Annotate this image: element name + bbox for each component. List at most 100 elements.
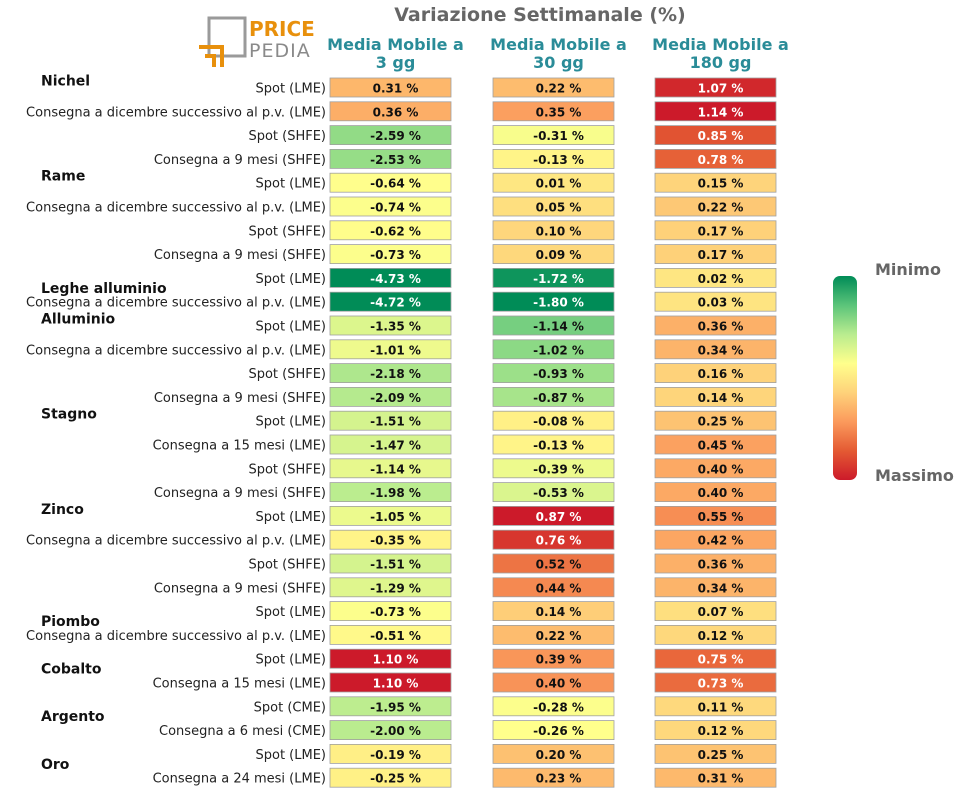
heatmap-cells: 0.31 % 0.22 % 1.07 % 0.36 % 0.35 % 1.14 % -2.5… xyxy=(329,77,777,788)
row-label: Spot (LME) xyxy=(255,415,326,430)
heatmap-cell xyxy=(654,220,777,241)
cell-value: 0.07 % xyxy=(698,605,744,619)
heatmap-cell xyxy=(654,672,777,693)
row-label: Spot (SHFE) xyxy=(248,129,326,144)
heatmap-cell xyxy=(654,148,777,169)
heatmap-cell xyxy=(492,363,615,384)
cell-value: 0.31 % xyxy=(373,82,419,96)
heatmap-cell xyxy=(329,458,452,479)
cell-value: 0.22 % xyxy=(536,629,582,643)
group-label: Nichel xyxy=(41,74,90,90)
row-label: Consegna a dicembre successivo al p.v. (… xyxy=(26,296,326,311)
heatmap-cell xyxy=(329,101,452,122)
heatmap-cell xyxy=(492,291,615,312)
heatmap-cell xyxy=(329,410,452,431)
cell-value: 0.55 % xyxy=(698,510,744,524)
group-label: Rame xyxy=(41,169,85,185)
cell-value: 0.17 % xyxy=(698,224,744,238)
column-header: Media Mobile a xyxy=(327,35,464,54)
cell-value: 0.16 % xyxy=(698,367,744,381)
row-label: Spot (LME) xyxy=(255,653,326,668)
cell-value: 0.75 % xyxy=(698,653,744,667)
heatmap-cell xyxy=(654,434,777,455)
cell-value: -0.39 % xyxy=(533,462,584,476)
row-label: Spot (SHFE) xyxy=(248,462,326,477)
heatmap-cell xyxy=(654,101,777,122)
heatmap-cell xyxy=(329,77,452,98)
heatmap-cell xyxy=(492,458,615,479)
row-label: Spot (SHFE) xyxy=(248,558,326,573)
row-label: Consegna a 15 mesi (LME) xyxy=(153,439,326,454)
row-label: Spot (LME) xyxy=(255,320,326,335)
row-label: Spot (SHFE) xyxy=(248,224,326,239)
heatmap-cell xyxy=(329,601,452,621)
heatmap-cell xyxy=(329,220,452,241)
heatmap-cell xyxy=(492,315,615,336)
heatmap-cell xyxy=(329,386,452,407)
heatmap-cell xyxy=(329,291,452,312)
heatmap-cell xyxy=(492,244,615,265)
cell-value: 0.11 % xyxy=(698,700,744,714)
row-label: Consegna a 9 mesi (SHFE) xyxy=(154,391,326,406)
heatmap-cell xyxy=(492,744,615,764)
cell-value: 0.87 % xyxy=(536,510,582,524)
cell-value: 0.40 % xyxy=(698,462,744,476)
heatmap-cell xyxy=(654,767,777,788)
group-label: Alluminio xyxy=(41,312,116,328)
heatmap-cell xyxy=(492,220,615,241)
heatmap-cell xyxy=(654,505,777,526)
cell-value: -0.73 % xyxy=(370,605,421,619)
cell-value: 0.42 % xyxy=(698,534,744,548)
cell-value: -1.51 % xyxy=(370,415,421,429)
chart-title: Variazione Settimanale (%) xyxy=(394,4,685,26)
heatmap-cell xyxy=(492,553,615,574)
cell-value: -0.35 % xyxy=(370,534,421,548)
heatmap-cell xyxy=(654,386,777,407)
heatmap-cell xyxy=(654,339,777,360)
heatmap-cell xyxy=(492,77,615,98)
cell-value: -0.13 % xyxy=(533,153,584,167)
cell-value: -2.59 % xyxy=(370,129,421,143)
legend-colorbar xyxy=(833,276,857,480)
logo-word-price: PRICE xyxy=(249,17,315,41)
heatmap-cell xyxy=(329,529,452,550)
row-label: Spot (LME) xyxy=(255,272,326,287)
heatmap-cell xyxy=(492,505,615,526)
heatmap-cell xyxy=(329,315,452,336)
row-label: Consegna a dicembre successivo al p.v. (… xyxy=(26,534,326,549)
heatmap-cell xyxy=(492,125,615,145)
heatmap-cell xyxy=(654,125,777,145)
cell-value: -1.29 % xyxy=(370,581,421,595)
row-label: Consegna a dicembre successivo al p.v. (… xyxy=(26,105,326,120)
cell-value: -1.05 % xyxy=(370,510,421,524)
row-label: Consegna a 9 mesi (SHFE) xyxy=(154,248,326,263)
logo-word-pedia: PEDIA xyxy=(249,40,311,62)
heatmap-cell xyxy=(654,648,777,669)
cell-value: 0.85 % xyxy=(698,129,744,143)
cell-value: 0.34 % xyxy=(698,581,744,595)
cell-value: 0.73 % xyxy=(698,677,744,691)
heatmap-cell xyxy=(492,648,615,669)
column-header: 3 gg xyxy=(376,53,416,72)
cell-value: 1.14 % xyxy=(698,105,744,119)
cell-value: 0.36 % xyxy=(373,105,419,119)
cell-value: 0.34 % xyxy=(698,343,744,357)
heatmap-cell xyxy=(329,720,452,740)
cell-value: -1.47 % xyxy=(370,439,421,453)
heatmap-cell xyxy=(329,125,452,145)
row-label: Consegna a 9 mesi (SHFE) xyxy=(154,581,326,596)
heatmap-cell xyxy=(654,458,777,479)
heatmap-cell xyxy=(329,482,452,503)
cell-value: 0.36 % xyxy=(698,320,744,334)
heatmap-cell xyxy=(329,648,452,669)
row-label: Consegna a 9 mesi (SHFE) xyxy=(154,486,326,501)
group-label: Leghe alluminio xyxy=(41,281,167,297)
cell-value: 0.45 % xyxy=(698,439,744,453)
heatmap-cell xyxy=(654,744,777,764)
cell-value: 0.12 % xyxy=(698,629,744,643)
heatmap-cell xyxy=(329,267,452,288)
cell-value: 0.10 % xyxy=(536,224,582,238)
heatmap-cell xyxy=(492,101,615,122)
heatmap-cell xyxy=(329,625,452,645)
cell-value: -1.02 % xyxy=(533,343,584,357)
